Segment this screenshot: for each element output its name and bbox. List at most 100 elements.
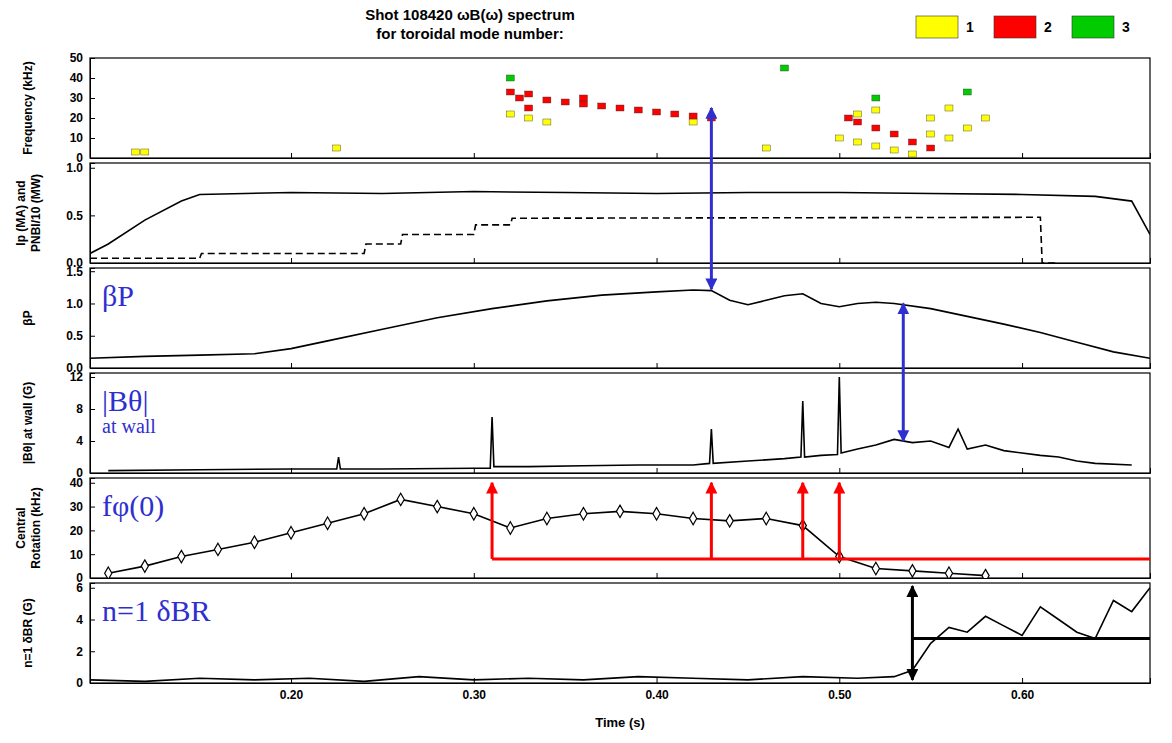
spectrum-point — [963, 89, 971, 95]
y-axis-title: PNBI/10 (MW) — [29, 174, 43, 252]
y-axis-title: Frequency (kHz) — [21, 61, 35, 154]
x-tick-mark — [291, 363, 292, 368]
y-tick: 10 — [70, 131, 95, 145]
y-tick-mark — [90, 58, 95, 59]
spectrum-point — [525, 115, 533, 121]
spectrum-point — [333, 145, 341, 151]
x-tick — [291, 153, 292, 158]
legend-swatch — [994, 16, 1036, 38]
spectrum-point — [525, 91, 533, 97]
y-axis: 0246 — [76, 581, 95, 690]
spectrum-point — [872, 143, 880, 149]
legend-label: 3 — [1122, 19, 1130, 35]
y-tick: 30 — [70, 91, 95, 105]
spectrum-point — [543, 119, 551, 125]
series-marker — [580, 507, 587, 519]
spectrum-point — [141, 149, 149, 155]
y-tick-label: 4 — [76, 434, 83, 448]
x-tick-mark — [657, 363, 658, 368]
y-axis-line — [91, 164, 96, 264]
spectrum-point — [835, 135, 843, 141]
x-tick — [839, 258, 840, 263]
x-tick — [1022, 363, 1023, 368]
x-tick — [474, 363, 475, 368]
spectrum-point — [653, 109, 661, 115]
link-arrow — [902, 303, 905, 441]
x-tick-label: 0.50 — [828, 688, 852, 702]
x-tick-mark — [657, 153, 658, 158]
series-line — [90, 588, 1150, 682]
y-tick: 40 — [70, 71, 95, 85]
y-tick-mark — [90, 530, 95, 531]
x-tick-mark — [1022, 468, 1023, 473]
x-axis-line — [91, 153, 1151, 159]
spectrum-point — [872, 95, 880, 101]
plot-area — [108, 377, 1131, 471]
series-marker — [361, 507, 368, 519]
x-axis-line — [91, 678, 1151, 684]
x-tick — [291, 573, 292, 578]
y-tick-mark — [90, 368, 95, 369]
x-axis: 0.200.300.400.500.60 — [91, 678, 1151, 702]
series-marker — [178, 550, 185, 562]
spectrum-point — [671, 111, 679, 117]
x-tick — [291, 363, 292, 368]
y-tick: 20 — [70, 111, 95, 125]
series-line — [90, 290, 1150, 358]
y-axis-line — [91, 374, 96, 474]
spectrum-point — [854, 111, 862, 117]
legend-swatch — [916, 16, 958, 38]
x-tick — [474, 153, 475, 158]
plot-area — [132, 65, 990, 157]
y-tick-mark — [90, 588, 95, 589]
arrow — [491, 483, 494, 559]
plot-area — [90, 192, 1150, 263]
x-tick-mark — [657, 468, 658, 473]
spectrum-point — [616, 105, 624, 111]
x-tick — [1022, 153, 1023, 158]
series-marker — [872, 562, 879, 574]
y-tick-mark — [90, 263, 95, 264]
x-tick-label: 0.30 — [463, 688, 487, 702]
x-tick-mark — [657, 258, 658, 263]
spectrum-point — [506, 111, 514, 117]
spectrum-point — [780, 65, 788, 71]
y-tick-label: 2 — [76, 645, 83, 659]
legend-label: 1 — [966, 19, 974, 35]
plot-area — [90, 290, 1150, 358]
series-marker — [105, 567, 112, 578]
spectrum-point — [908, 139, 916, 145]
y-tick-label: 10 — [70, 548, 84, 562]
y-tick-mark — [90, 78, 95, 79]
y-tick-mark — [90, 118, 95, 119]
y-tick: 0 — [76, 676, 95, 690]
legend-swatch — [1072, 16, 1114, 38]
spectrum-point — [762, 145, 770, 151]
chart-title: Shot 108420 ωB(ω) spectrum — [365, 6, 575, 23]
y-tick-mark — [90, 271, 95, 272]
series-marker — [251, 536, 258, 548]
series-marker — [982, 569, 989, 578]
panel: 0.200.300.400.500.600246n=1 δBR (G)Time … — [21, 581, 1151, 730]
y-tick: 2 — [76, 645, 95, 659]
x-axis — [91, 363, 1151, 369]
y-tick-label: 12 — [70, 370, 84, 384]
x-axis-line — [91, 258, 1151, 264]
spectrum-point — [945, 105, 953, 111]
x-tick — [839, 153, 840, 158]
series-marker — [141, 560, 148, 572]
series-marker — [543, 512, 550, 524]
x-tick — [291, 258, 292, 263]
y-tick-label: 50 — [70, 51, 84, 65]
figure: 0 10 20 30 40 50 Frequency (kHz) Shot 108420 ωB… — [0, 0, 1172, 743]
panel: 010203040CentralRotation (kHz)fφ(0) — [14, 476, 1151, 585]
spectrum-point — [689, 113, 697, 119]
chart-title: for toroidal mode number: — [376, 25, 564, 42]
x-tick-mark — [474, 258, 475, 263]
y-axis-title: Ip (MA) and — [14, 180, 28, 245]
x-tick-mark — [1022, 573, 1023, 578]
spectrum-point — [515, 95, 523, 101]
y-tick-mark — [90, 683, 95, 684]
y-axis-title: Central — [14, 507, 28, 548]
x-tick — [474, 573, 475, 578]
